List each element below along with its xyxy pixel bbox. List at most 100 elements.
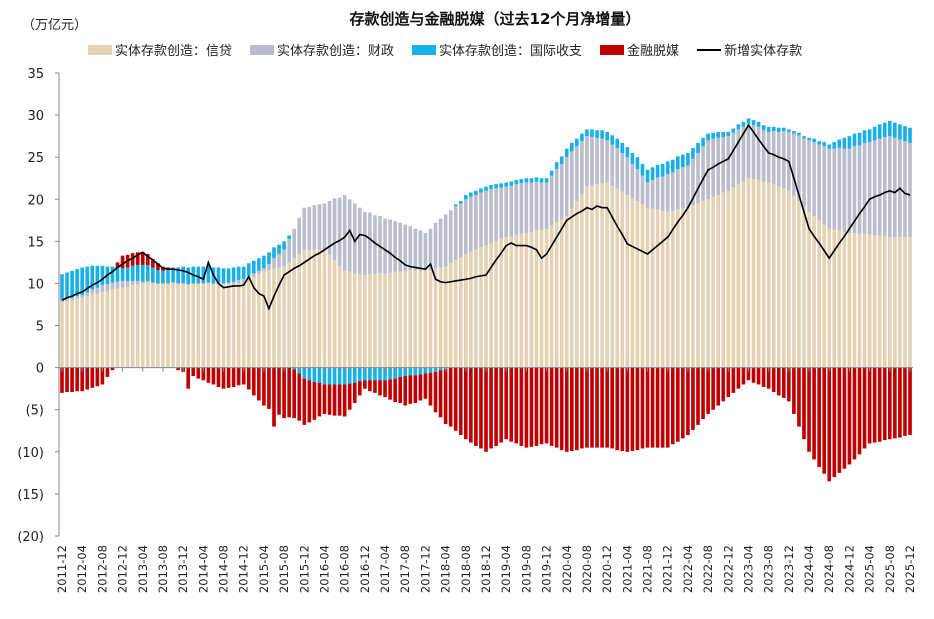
bar-disintermediation xyxy=(241,367,246,385)
bar-credit xyxy=(80,297,85,368)
bar-bop xyxy=(630,152,635,164)
bar-disintermediation xyxy=(176,367,180,371)
bar-credit xyxy=(807,211,811,368)
bar-credit xyxy=(665,211,670,368)
bar-bop xyxy=(665,161,670,175)
bar-credit xyxy=(474,249,478,368)
bar-fiscal xyxy=(241,279,246,284)
bar-disintermediation xyxy=(691,367,695,430)
bar-disintermediation xyxy=(660,367,665,448)
bar-credit xyxy=(635,200,640,368)
bar-bop xyxy=(257,258,261,271)
bar-disintermediation xyxy=(640,367,645,449)
bar-bop xyxy=(428,367,433,373)
bar-bop xyxy=(781,127,786,132)
bar-fiscal xyxy=(277,253,281,268)
bar-fiscal xyxy=(580,141,584,195)
bar-credit xyxy=(443,266,448,368)
bar-disintermediation xyxy=(650,367,655,448)
bar-fiscal xyxy=(292,228,297,259)
x-tick-label: 2017-12 xyxy=(418,545,432,593)
bar-fiscal xyxy=(590,136,594,186)
bar-credit xyxy=(600,183,604,368)
bar-disintermediation xyxy=(675,367,680,442)
bar-credit xyxy=(156,284,160,368)
bar-disintermediation xyxy=(731,367,736,393)
bar-credit xyxy=(792,195,796,368)
bar-credit xyxy=(398,271,403,368)
bar-fiscal xyxy=(499,187,503,239)
x-tick-label: 2013-04 xyxy=(136,545,150,593)
bar-fiscal xyxy=(681,167,685,209)
bar-disintermediation xyxy=(802,367,806,440)
bar-bop xyxy=(867,129,872,143)
bar-disintermediation xyxy=(539,367,544,445)
bar-bop xyxy=(534,177,539,182)
bar-fiscal xyxy=(458,203,463,258)
bar-credit xyxy=(211,283,216,368)
bar-disintermediation xyxy=(90,367,95,388)
bar-credit xyxy=(433,268,438,368)
bar-bop xyxy=(347,367,352,384)
bar-credit xyxy=(686,207,690,368)
bar-bop xyxy=(650,167,655,180)
bar-bop xyxy=(741,121,746,127)
bar-bop xyxy=(267,252,271,265)
bar-fiscal xyxy=(832,148,837,230)
bar-disintermediation xyxy=(479,367,483,449)
bar-bop xyxy=(509,181,514,186)
bar-bop xyxy=(241,266,246,280)
bar-fiscal xyxy=(797,135,801,201)
bar-bop xyxy=(469,192,473,197)
bar-credit xyxy=(105,291,110,368)
x-tick-label: 2019-08 xyxy=(519,545,533,593)
bar-bop xyxy=(130,265,135,281)
bar-fiscal xyxy=(70,297,74,301)
bar-fiscal xyxy=(807,140,811,212)
legend-item-credit: 实体存款创造：信贷 xyxy=(88,40,232,59)
bar-bop xyxy=(877,124,882,139)
bar-bop xyxy=(317,367,322,383)
bar-credit xyxy=(877,235,882,368)
bar-fiscal xyxy=(872,140,877,236)
bar-disintermediation xyxy=(458,367,463,435)
bar-disintermediation xyxy=(312,381,317,420)
bar-fiscal xyxy=(559,163,564,220)
bar-bop xyxy=(115,267,120,282)
bar-fiscal xyxy=(534,181,539,231)
bar-credit xyxy=(181,283,185,368)
bar-credit xyxy=(368,274,372,368)
bar-disintermediation xyxy=(751,367,756,383)
bar-bop xyxy=(151,267,155,283)
bar-bop xyxy=(660,163,665,177)
bar-fiscal xyxy=(776,131,781,187)
bar-bop xyxy=(196,266,201,284)
bar-fiscal xyxy=(726,136,731,191)
bar-credit xyxy=(872,235,877,368)
legend-swatch xyxy=(250,44,275,55)
bar-bop xyxy=(595,130,599,138)
bar-bop xyxy=(176,267,180,284)
bar-disintermediation xyxy=(373,380,377,393)
bar-bop xyxy=(226,268,231,283)
bar-credit xyxy=(90,294,95,368)
bar-disintermediation xyxy=(544,367,549,444)
bar-credit xyxy=(802,206,806,368)
legend-swatch xyxy=(412,44,437,55)
bar-disintermediation xyxy=(267,367,271,409)
bar-bop xyxy=(736,124,741,130)
bar-bop xyxy=(857,132,862,146)
bar-disintermediation xyxy=(70,367,74,393)
bar-disintermediation xyxy=(282,367,286,419)
bar-disintermediation xyxy=(443,369,448,425)
bar-fiscal xyxy=(544,182,549,229)
bar-bop xyxy=(246,263,251,276)
bar-credit xyxy=(776,186,781,368)
bar-credit xyxy=(539,229,544,368)
bar-credit xyxy=(267,269,271,368)
bar-fiscal xyxy=(539,182,544,230)
bar-fiscal xyxy=(332,198,337,260)
bar-fiscal xyxy=(640,175,645,205)
bar-disintermediation xyxy=(509,367,514,442)
x-tick-label: 2020-08 xyxy=(580,545,594,593)
